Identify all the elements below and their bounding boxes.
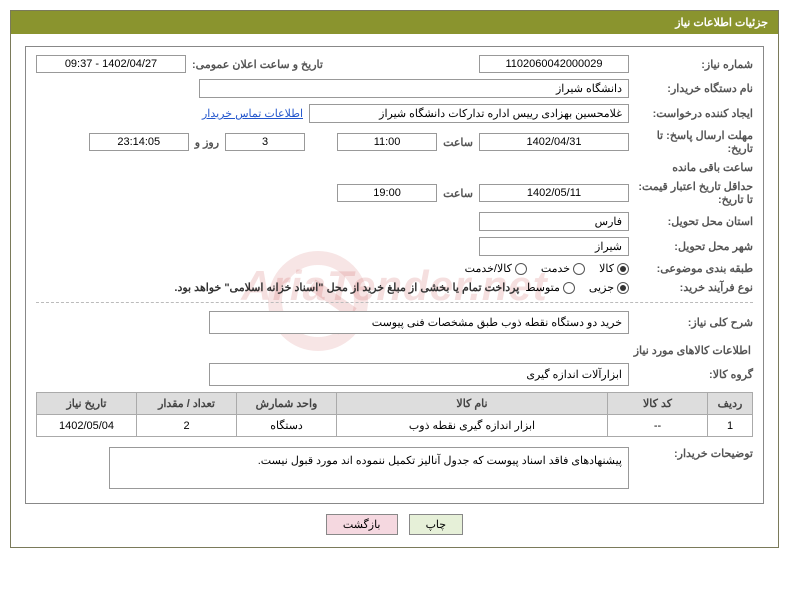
label-requester: ایجاد کننده درخواست: [635, 107, 753, 120]
th-row: ردیف [708, 393, 753, 415]
value-validity-time: 19:00 [337, 184, 437, 202]
main-panel: جزئیات اطلاعات نیاز AriaTender.net شماره… [10, 10, 779, 548]
td-code: -- [608, 415, 708, 437]
th-code: کد کالا [608, 393, 708, 415]
td-unit: دستگاه [237, 415, 337, 437]
process-note: پرداخت تمام یا بخشی از مبلغ خرید از محل … [174, 281, 519, 294]
process-radio-group: جزیی متوسط [525, 281, 629, 294]
value-deadline-date: 1402/04/31 [479, 133, 629, 151]
row-province: استان محل تحویل: فارس [36, 212, 753, 231]
row-buyer-org: نام دستگاه خریدار: دانشگاه شیراز [36, 79, 753, 98]
radio-both[interactable]: کالا/خدمت [465, 262, 527, 275]
label-announce-dt: تاریخ و ساعت اعلان عمومی: [192, 58, 323, 71]
radio-medium-label: متوسط [525, 281, 560, 294]
value-validity-date: 1402/05/11 [479, 184, 629, 202]
goods-table: ردیف کد کالا نام کالا واحد شمارش تعداد /… [36, 392, 753, 437]
label-day-word: روز و [195, 136, 219, 149]
goods-info-title: اطلاعات کالاهای مورد نیاز [38, 344, 751, 357]
radio-small[interactable]: جزیی [589, 281, 629, 294]
row-deadline: مهلت ارسال پاسخ: تا تاریخ: 1402/04/31 سا… [36, 129, 753, 174]
category-radio-group: کالا خدمت کالا/خدمت [465, 262, 629, 275]
value-need-no: 1102060042000029 [479, 55, 629, 73]
label-time-2: ساعت [443, 187, 473, 200]
th-unit: واحد شمارش [237, 393, 337, 415]
label-buyer-notes: توضیحات خریدار: [635, 447, 753, 460]
row-validity: حداقل تاریخ اعتبار قیمت: تا تاریخ: 1402/… [36, 180, 753, 206]
radio-both-label: کالا/خدمت [465, 262, 512, 275]
label-buyer-org: نام دستگاه خریدار: [635, 82, 753, 95]
back-button[interactable]: بازگشت [326, 514, 398, 535]
radio-service[interactable]: خدمت [541, 262, 585, 275]
row-category: طبقه بندی موضوعی: کالا خدمت کالا/خدمت [36, 262, 753, 275]
label-remaining: ساعت باقی مانده [672, 161, 753, 174]
value-deadline-time: 11:00 [337, 133, 437, 151]
divider [36, 302, 753, 303]
panel-body: AriaTender.net شماره نیاز: 1102060042000… [11, 34, 778, 547]
value-buyer-org: دانشگاه شیراز [199, 79, 629, 98]
td-qty: 2 [137, 415, 237, 437]
details-panel: شماره نیاز: 1102060042000029 تاریخ و ساع… [25, 46, 764, 504]
radio-circle-icon [573, 263, 585, 275]
value-desc: خرید دو دستگاه نقطه ذوب طبق مشخصات فنی پ… [209, 311, 629, 334]
row-city: شهر محل تحویل: شیراز [36, 237, 753, 256]
label-province: استان محل تحویل: [635, 215, 753, 228]
row-desc: شرح کلی نیاز: خرید دو دستگاه نقطه ذوب طب… [36, 311, 753, 334]
row-need-no: شماره نیاز: 1102060042000029 تاریخ و ساع… [36, 55, 753, 73]
radio-goods-label: کالا [599, 262, 614, 275]
radio-small-label: جزیی [589, 281, 614, 294]
row-requester: ایجاد کننده درخواست: غلامحسین بهزادی ریی… [36, 104, 753, 123]
button-bar: چاپ بازگشت [25, 514, 764, 535]
th-name: نام کالا [337, 393, 608, 415]
label-goods-group: گروه کالا: [635, 368, 753, 381]
label-validity: حداقل تاریخ اعتبار قیمت: تا تاریخ: [635, 180, 753, 206]
th-qty: تعداد / مقدار [137, 393, 237, 415]
radio-dot-icon [617, 263, 629, 275]
value-province: فارس [479, 212, 629, 231]
label-deadline: مهلت ارسال پاسخ: تا تاریخ: [635, 129, 753, 155]
print-button[interactable]: چاپ [409, 514, 464, 535]
radio-goods[interactable]: کالا [599, 262, 629, 275]
label-process: نوع فرآیند خرید: [635, 281, 753, 294]
table-row: 1 -- ابزار اندازه گیری نقطه ذوب دستگاه 2… [37, 415, 753, 437]
value-countdown: 23:14:05 [89, 133, 189, 151]
radio-service-label: خدمت [541, 262, 570, 275]
radio-medium[interactable]: متوسط [525, 281, 575, 294]
value-requester: غلامحسین بهزادی رییس اداره تدارکات دانشگ… [309, 104, 629, 123]
value-announce-dt: 1402/04/27 - 09:37 [36, 55, 186, 73]
row-buyer-notes: توضیحات خریدار: پیشنهادهای فاقد اسناد پی… [36, 447, 753, 489]
contact-link[interactable]: اطلاعات تماس خریدار [202, 107, 303, 120]
td-name: ابزار اندازه گیری نقطه ذوب [337, 415, 608, 437]
label-need-no: شماره نیاز: [635, 58, 753, 71]
td-row: 1 [708, 415, 753, 437]
value-city: شیراز [479, 237, 629, 256]
radio-circle-icon [563, 282, 575, 294]
radio-dot-icon [617, 282, 629, 294]
row-process: نوع فرآیند خرید: جزیی متوسط پرداخت تمام … [36, 281, 753, 294]
value-days-left: 3 [225, 133, 305, 151]
table-header-row: ردیف کد کالا نام کالا واحد شمارش تعداد /… [37, 393, 753, 415]
label-desc: شرح کلی نیاز: [635, 316, 753, 329]
row-goods-group: گروه کالا: ابزارآلات اندازه گیری [36, 363, 753, 386]
label-category: طبقه بندی موضوعی: [635, 262, 753, 275]
panel-header: جزئیات اطلاعات نیاز [11, 11, 778, 34]
radio-circle-icon [515, 263, 527, 275]
th-date: تاریخ نیاز [37, 393, 137, 415]
td-date: 1402/05/04 [37, 415, 137, 437]
value-buyer-notes: پیشنهادهای فاقد اسناد پیوست که جدول آنال… [109, 447, 629, 489]
label-city: شهر محل تحویل: [635, 240, 753, 253]
label-time-1: ساعت [443, 136, 473, 149]
value-goods-group: ابزارآلات اندازه گیری [209, 363, 629, 386]
